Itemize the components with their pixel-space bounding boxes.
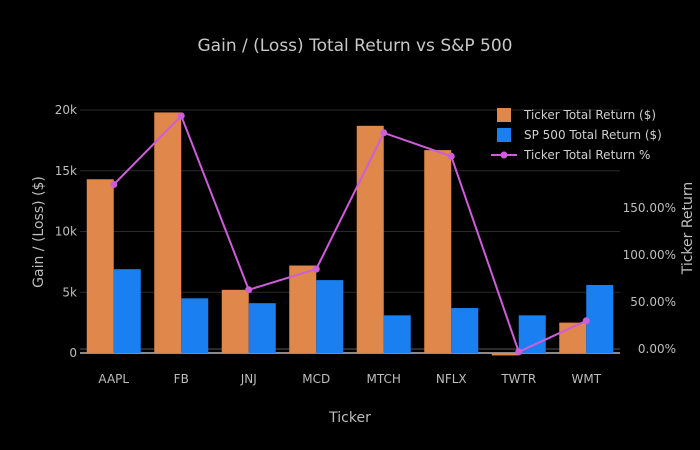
legend-label: Ticker Total Return % [523,148,650,162]
bar [383,315,411,353]
x-tick-label: WMT [571,372,601,386]
x-tick-label: NFLX [436,372,467,386]
y-tick-label: 20k [55,103,77,117]
y2-axis-title: Ticker Return [680,182,696,276]
y-tick-label: 0 [69,346,77,360]
series-point [515,348,523,356]
series-point [380,129,388,137]
bar [424,150,452,353]
series-point [312,265,320,273]
legend-swatch-marker [500,151,508,159]
y-tick-label: 5k [62,285,77,299]
chart-title: Gain / (Loss) Total Return vs S&P 500 [198,36,513,56]
bar [181,298,209,353]
bar [316,280,344,353]
x-tick-label: FB [174,372,189,386]
series-point [582,317,590,325]
bar [221,289,249,353]
x-tick-label: AAPL [98,372,129,386]
series-point [177,112,185,120]
legend-label: Ticker Total Return ($) [523,108,656,122]
bar [356,125,384,353]
bar [86,179,114,353]
y-tick-label: 10k [55,225,77,239]
y-axis-title: Gain / (Loss) ($) [31,176,47,288]
y2-tick-label: 0.00% [638,342,676,356]
x-tick-label: TWTR [500,372,536,386]
bar [154,112,182,354]
x-axis-title: Ticker [328,410,371,426]
series-point [110,181,118,188]
x-tick-label: MTCH [367,372,401,386]
series-line [113,114,587,354]
y2-tick-label: 50.00% [630,295,676,309]
bar [451,308,479,353]
bars-layer [86,112,614,356]
series-point [245,286,253,294]
y-tick-label: 15k [55,164,77,178]
y2-tick-label: 150.00% [623,201,676,215]
legend-swatch [497,128,511,142]
bar [113,269,141,353]
bar [248,303,276,353]
bar [586,284,614,353]
y2-tick-label: 100.00% [623,248,676,262]
legend-swatch [497,108,511,122]
axes-layer: 0 5k 10k 15k 20k 0.00% 50.00% 100.00% 150.00% AAP… [55,103,676,386]
x-tick-label: JNJ [240,372,257,386]
series-point [447,152,455,160]
bar [289,265,317,353]
bar [491,353,519,356]
legend-label: SP 500 Total Return ($) [524,128,662,142]
x-tick-label: MCD [302,372,330,386]
legend: Ticker Total Return ($) SP 500 Total Retu… [491,108,662,162]
bar [518,315,546,353]
line-layer [110,112,590,356]
